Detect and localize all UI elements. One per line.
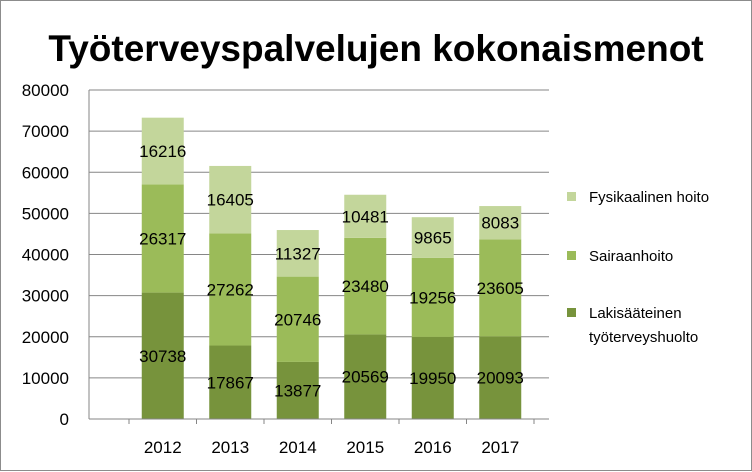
data-label: 11327: [275, 244, 321, 263]
bar-segment: [479, 239, 522, 337]
y-tick-label: 40000: [22, 246, 69, 265]
x-tick-label: 2012: [144, 438, 182, 457]
legend-label: Lakisääteinen: [589, 305, 682, 322]
bar-segment: [479, 336, 522, 419]
legend-label: Fysikaalinen hoito: [589, 189, 709, 206]
data-label: 8083: [481, 214, 519, 233]
bar-segment: [411, 336, 454, 419]
data-label: 26317: [139, 229, 186, 248]
legend-swatch: [567, 308, 576, 317]
x-tick-label: 2017: [481, 438, 519, 457]
x-tick-label: 2013: [211, 438, 249, 457]
bar-segment: [276, 361, 319, 419]
bar-segment: [344, 194, 387, 238]
bar-segment: [276, 230, 319, 277]
bar-segment: [209, 233, 252, 346]
x-tick-label: 2015: [346, 438, 384, 457]
data-labels: 30738 26317 16216 17867 27262 16405 13877 20746…: [139, 142, 524, 400]
bar-segment: [344, 334, 387, 419]
bars: [141, 117, 522, 419]
data-label: 10481: [342, 207, 389, 226]
data-label: 30738: [139, 347, 186, 366]
data-label: 13877: [274, 381, 321, 400]
y-tick-label: 70000: [22, 122, 69, 141]
bar-segment: [141, 117, 184, 185]
data-label: 20746: [274, 310, 321, 329]
legend: Fysikaalinen hoito Sairaanhoito Lakisäätei…: [567, 189, 709, 346]
data-label: 23605: [477, 279, 524, 298]
data-label: 20093: [477, 369, 524, 388]
bar-segment: [209, 345, 252, 419]
bar-segment: [479, 206, 522, 240]
legend-swatch: [567, 192, 576, 201]
data-label: 27262: [207, 280, 254, 299]
data-label: 19950: [409, 369, 456, 388]
data-label: 19256: [409, 288, 456, 307]
data-label: 16216: [139, 142, 186, 161]
data-label: 23480: [342, 277, 389, 296]
legend-swatch: [567, 251, 576, 260]
y-tick-label: 30000: [22, 287, 69, 306]
y-tick-label: 50000: [22, 204, 69, 223]
data-label: 9865: [414, 228, 452, 247]
y-tick-label: 80000: [22, 81, 69, 100]
bar-segment: [141, 184, 184, 293]
bar-segment: [276, 276, 319, 362]
chart-title: Työterveyspalvelujen kokonaismenot: [48, 28, 703, 69]
data-label: 20569: [342, 368, 389, 387]
data-label: 17867: [207, 373, 254, 392]
y-tick-label: 0: [60, 410, 69, 429]
bar-segment: [411, 257, 454, 337]
y-tick-label: 10000: [22, 369, 69, 388]
bar-segment: [141, 292, 184, 419]
axes: 0 10000 20000 30000 40000 50000 60000 70000 8000…: [22, 81, 549, 457]
y-tick-label: 20000: [22, 328, 69, 347]
x-tick-label: 2014: [279, 438, 317, 457]
x-tick-label: 2016: [414, 438, 452, 457]
legend-label: Sairaanhoito: [589, 248, 673, 265]
legend-label: työterveyshuolto: [589, 329, 698, 346]
y-tick-label: 60000: [22, 163, 69, 182]
bar-segment: [209, 165, 252, 234]
bar-segment: [344, 237, 387, 335]
bar-segment: [411, 217, 454, 258]
data-label: 16405: [207, 191, 254, 210]
